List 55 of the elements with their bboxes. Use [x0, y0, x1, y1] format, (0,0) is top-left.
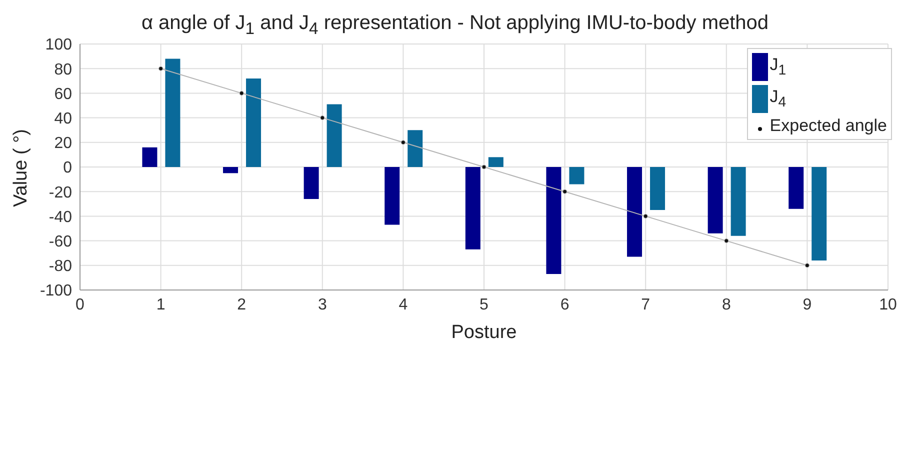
- y-tick-label: -20: [48, 184, 72, 202]
- bar: [546, 167, 562, 274]
- point: [804, 263, 810, 268]
- point: [400, 140, 406, 145]
- chart-title: α angle of J$_{1}$ and J$_{4}$ representation - Not applying IMU-to-body method: [141, 12, 769, 38]
- point: [320, 116, 325, 120]
- y-tick-label: 60: [54, 86, 72, 103]
- y-tick-label: 20: [54, 135, 72, 152]
- bar: [465, 167, 480, 250]
- point: [724, 238, 729, 244]
- bar: [326, 104, 342, 167]
- x-tick-label: 3: [318, 296, 327, 314]
- bar: [650, 167, 666, 210]
- x-tick-label: 4: [398, 296, 408, 314]
- y-tick-label: -60: [48, 233, 72, 250]
- bar: [384, 167, 400, 225]
- legend-label: Expected angle: [770, 116, 887, 136]
- y-tick-label: 40: [54, 110, 72, 128]
- bar: [165, 58, 180, 167]
- x-tick-label: 0: [76, 296, 85, 314]
- legend-label: J$_{1}$: [770, 55, 786, 79]
- point: [482, 164, 486, 170]
- point: [158, 66, 164, 71]
- y-tick-label: -80: [48, 258, 72, 276]
- bar: [627, 167, 642, 257]
- y-tick-label: -40: [48, 208, 72, 226]
- bar: [223, 167, 238, 174]
- bar: [142, 147, 158, 167]
- x-tick-label: 9: [802, 296, 812, 314]
- y-tick-label: -100: [40, 282, 72, 300]
- x-tick-label: 2: [237, 296, 246, 314]
- bar: [730, 167, 746, 236]
- bar: [788, 167, 804, 209]
- point: [562, 189, 568, 194]
- y-tick-label: 0: [63, 160, 72, 177]
- x-tick-label: 6: [560, 296, 570, 314]
- bar: [408, 130, 423, 167]
- y-tick-label: 80: [54, 61, 72, 78]
- y-tick-label: 100: [45, 36, 72, 54]
- x-tick-label: 1: [156, 296, 166, 314]
- bar: [708, 167, 723, 234]
- point: [239, 90, 244, 96]
- bar: [569, 167, 584, 184]
- bar: [488, 157, 504, 167]
- y-axis-title: Value ( °): [10, 129, 32, 207]
- point: [643, 214, 648, 218]
- bar: [246, 78, 262, 167]
- legend-label: J$_{4}$: [770, 87, 786, 111]
- bar: [812, 167, 827, 260]
- bar: [304, 167, 319, 199]
- x-tick-label: 8: [722, 296, 731, 314]
- x-axis-title: Posture: [451, 322, 517, 343]
- x-tick-label: 10: [879, 296, 897, 314]
- x-tick-label: 7: [641, 296, 650, 314]
- x-tick-label: 5: [480, 296, 489, 314]
